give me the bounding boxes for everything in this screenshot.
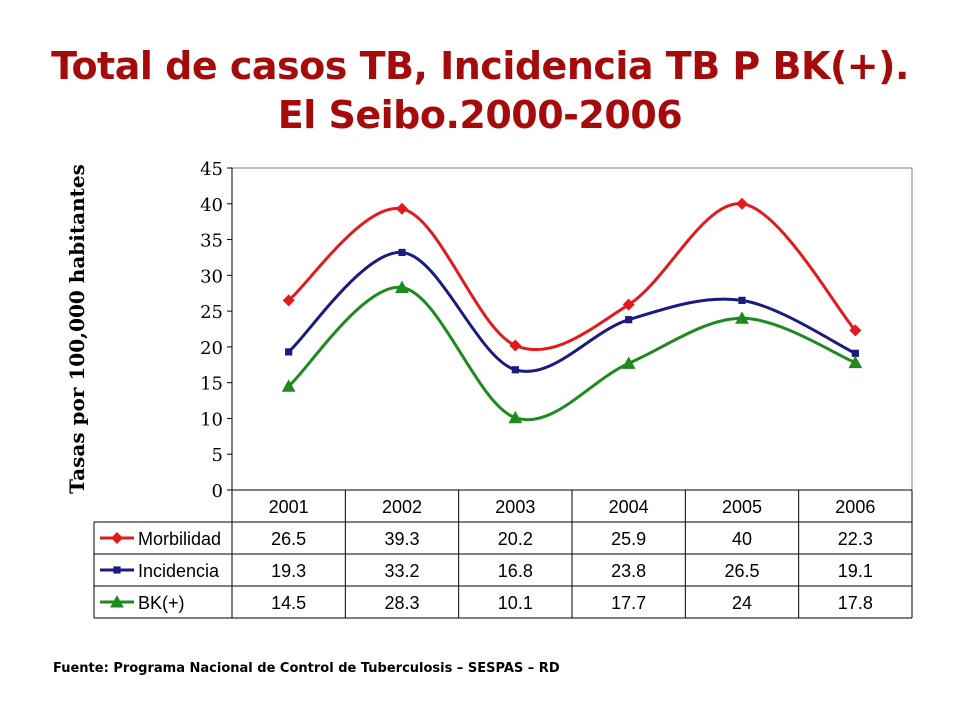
page-title-line1: Total de casos TB, Incidencia TB P BK(+)…	[51, 44, 909, 88]
table-cell-value: 16.8	[498, 561, 533, 581]
legend-label-morbilidad: Morbilidad	[138, 529, 221, 549]
legend-marker-morbilidad	[111, 532, 123, 544]
y-tick-label: 25	[200, 302, 223, 323]
data-point-incidencia	[738, 296, 746, 304]
source-note: Fuente: Programa Nacional de Control de …	[53, 661, 560, 676]
table-cell-value: 20.2	[498, 529, 533, 549]
table-cell-value: 10.1	[498, 593, 533, 613]
data-point-bk	[735, 311, 749, 324]
x-category-label: 2006	[835, 497, 875, 517]
x-category-label: 2003	[495, 497, 535, 517]
table-cell-value: 26.5	[724, 561, 759, 581]
data-point-incidencia	[285, 348, 293, 356]
table-cell-value: 39.3	[384, 529, 419, 549]
legend-marker-incidencia	[113, 566, 121, 574]
series-line-morbilidad	[287, 202, 857, 352]
data-point-morbilidad	[736, 197, 748, 210]
series-line-incidencia	[287, 250, 856, 373]
table-cell-value: 24	[732, 593, 752, 613]
x-category-label: 2001	[269, 497, 309, 517]
y-tick-label: 30	[200, 266, 223, 287]
y-axis-title: Tasas por 100,000 habitantes	[65, 164, 89, 494]
table-cell-value: 23.8	[611, 561, 646, 581]
y-tick-label: 15	[200, 374, 223, 395]
data-point-morbilidad	[622, 298, 635, 311]
table-cell-value: 14.5	[271, 593, 306, 613]
page-title-line2: El Seibo.2000-2006	[277, 93, 683, 137]
x-category-label: 2004	[609, 497, 649, 517]
x-category-label: 2002	[382, 497, 422, 517]
legend-marker-bk	[110, 595, 124, 608]
data-point-bk	[848, 355, 863, 369]
series-line-bk	[287, 285, 856, 422]
data-point-morbilidad	[396, 202, 408, 215]
y-tick-label: 45	[200, 159, 223, 180]
x-category-label: 2005	[722, 497, 762, 517]
table-cell-value: 40	[732, 529, 752, 549]
data-point-incidencia	[511, 366, 519, 374]
table-cell-value: 28.3	[384, 593, 419, 613]
table-cell-value: 19.3	[271, 561, 306, 581]
table-cell-value: 19.1	[838, 561, 873, 581]
y-tick-label: 40	[200, 195, 223, 216]
y-tick-label: 0	[212, 481, 223, 502]
data-point-bk	[281, 379, 296, 392]
data-point-incidencia	[625, 316, 633, 324]
data-point-incidencia	[851, 349, 859, 357]
data-point-morbilidad	[509, 339, 522, 352]
y-tick-label: 10	[200, 409, 223, 430]
data-point-bk	[621, 356, 636, 369]
table-cell-value: 17.7	[611, 593, 646, 613]
data-point-incidencia	[398, 248, 406, 257]
y-tick-label: 5	[212, 445, 223, 466]
table-cell-value: 33.2	[384, 561, 419, 581]
table-cell-value: 25.9	[611, 529, 646, 549]
data-point-morbilidad	[849, 324, 862, 337]
data-point-bk	[508, 410, 523, 424]
y-tick-label: 20	[200, 338, 223, 359]
table-cell-value: 26.5	[271, 529, 306, 549]
legend-label-incidencia: Incidencia	[138, 561, 220, 581]
table-cell-value: 22.3	[838, 529, 873, 549]
data-point-morbilidad	[282, 294, 295, 307]
legend-label-bk: BK(+)	[138, 593, 185, 613]
y-tick-label: 35	[200, 231, 223, 252]
table-cell-value: 17.8	[838, 593, 873, 613]
data-point-bk	[395, 280, 409, 294]
